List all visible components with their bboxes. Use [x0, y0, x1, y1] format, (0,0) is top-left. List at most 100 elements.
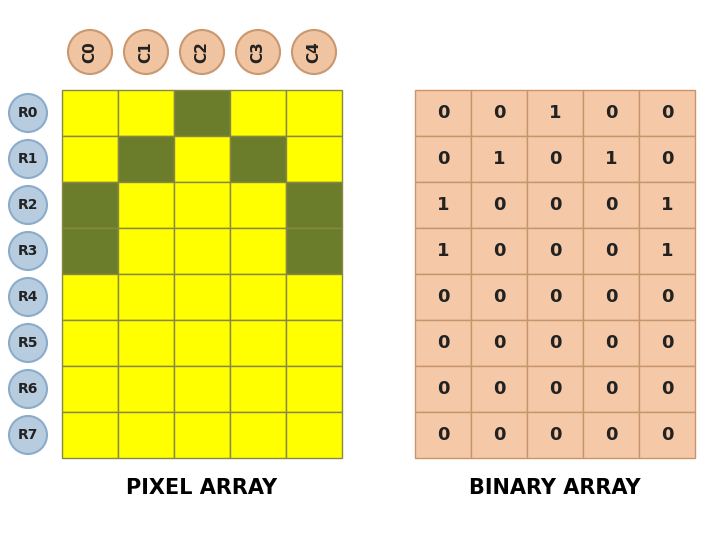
Bar	[527, 136, 583, 182]
Bar	[639, 90, 695, 136]
Bar	[639, 274, 695, 320]
Bar	[527, 320, 583, 366]
Text: R3: R3	[18, 244, 38, 258]
Text: 0: 0	[605, 104, 617, 122]
Bar	[527, 90, 583, 136]
Text: 0: 0	[605, 380, 617, 398]
Bar	[415, 228, 471, 274]
Text: C1: C1	[138, 41, 153, 63]
Bar	[471, 136, 527, 182]
Text: 1: 1	[661, 196, 673, 214]
Text: 0: 0	[661, 104, 673, 122]
Text: 0: 0	[549, 196, 561, 214]
Bar	[415, 366, 471, 412]
Ellipse shape	[9, 232, 47, 270]
Text: 0: 0	[437, 104, 449, 122]
Bar	[415, 412, 471, 458]
Text: 0: 0	[605, 242, 617, 260]
Ellipse shape	[9, 416, 47, 454]
Bar	[639, 136, 695, 182]
Bar	[583, 228, 639, 274]
Text: R5: R5	[18, 336, 38, 350]
Text: 0: 0	[549, 150, 561, 168]
Bar	[286, 274, 342, 320]
Bar	[527, 274, 583, 320]
Bar	[527, 366, 583, 412]
Text: 0: 0	[493, 196, 506, 214]
Ellipse shape	[180, 30, 224, 74]
Text: 0: 0	[605, 196, 617, 214]
Text: R2: R2	[18, 198, 38, 212]
Text: C0: C0	[82, 41, 97, 63]
Bar	[174, 228, 230, 274]
Bar	[230, 182, 286, 228]
Bar	[62, 366, 118, 412]
Bar	[174, 182, 230, 228]
Text: 1: 1	[437, 242, 449, 260]
Bar	[118, 182, 174, 228]
Text: 0: 0	[437, 150, 449, 168]
Bar	[639, 182, 695, 228]
Ellipse shape	[9, 324, 47, 362]
Text: C3: C3	[251, 41, 266, 63]
Bar	[286, 366, 342, 412]
Bar	[286, 182, 342, 228]
Text: 0: 0	[493, 104, 506, 122]
Text: R1: R1	[18, 152, 38, 166]
Text: 0: 0	[493, 334, 506, 352]
Bar	[118, 90, 174, 136]
Text: 0: 0	[549, 242, 561, 260]
Bar	[286, 412, 342, 458]
Bar	[527, 182, 583, 228]
Bar	[118, 412, 174, 458]
Ellipse shape	[292, 30, 336, 74]
Text: R0: R0	[18, 106, 38, 120]
Bar	[415, 136, 471, 182]
Bar	[118, 136, 174, 182]
Bar	[471, 274, 527, 320]
Text: BINARY ARRAY: BINARY ARRAY	[469, 478, 641, 498]
Bar	[583, 412, 639, 458]
Bar	[471, 366, 527, 412]
Text: 1: 1	[493, 150, 506, 168]
Bar	[174, 90, 230, 136]
Text: 0: 0	[549, 426, 561, 444]
Ellipse shape	[236, 30, 280, 74]
Bar	[471, 90, 527, 136]
Bar	[583, 366, 639, 412]
Text: C4: C4	[307, 41, 322, 63]
Bar	[583, 320, 639, 366]
Bar	[471, 320, 527, 366]
Bar	[471, 182, 527, 228]
Text: R6: R6	[18, 382, 38, 396]
Bar	[62, 90, 118, 136]
Bar	[230, 412, 286, 458]
Text: R7: R7	[18, 428, 38, 442]
Bar	[118, 320, 174, 366]
Ellipse shape	[9, 186, 47, 224]
Text: 0: 0	[661, 334, 673, 352]
Text: 0: 0	[493, 426, 506, 444]
Bar	[230, 136, 286, 182]
Text: PIXEL ARRAY: PIXEL ARRAY	[126, 478, 278, 498]
Bar	[62, 228, 118, 274]
Ellipse shape	[9, 94, 47, 132]
Bar	[527, 412, 583, 458]
Bar	[286, 228, 342, 274]
Bar	[62, 412, 118, 458]
Text: 0: 0	[661, 426, 673, 444]
Bar	[62, 320, 118, 366]
Text: 0: 0	[437, 380, 449, 398]
Text: C2: C2	[195, 41, 209, 63]
Bar	[118, 274, 174, 320]
Bar	[583, 136, 639, 182]
Text: 0: 0	[549, 334, 561, 352]
Text: 0: 0	[605, 334, 617, 352]
Bar	[174, 412, 230, 458]
Bar	[471, 412, 527, 458]
Bar	[527, 228, 583, 274]
Bar	[583, 274, 639, 320]
Ellipse shape	[9, 278, 47, 316]
Bar	[118, 366, 174, 412]
Bar	[62, 274, 118, 320]
